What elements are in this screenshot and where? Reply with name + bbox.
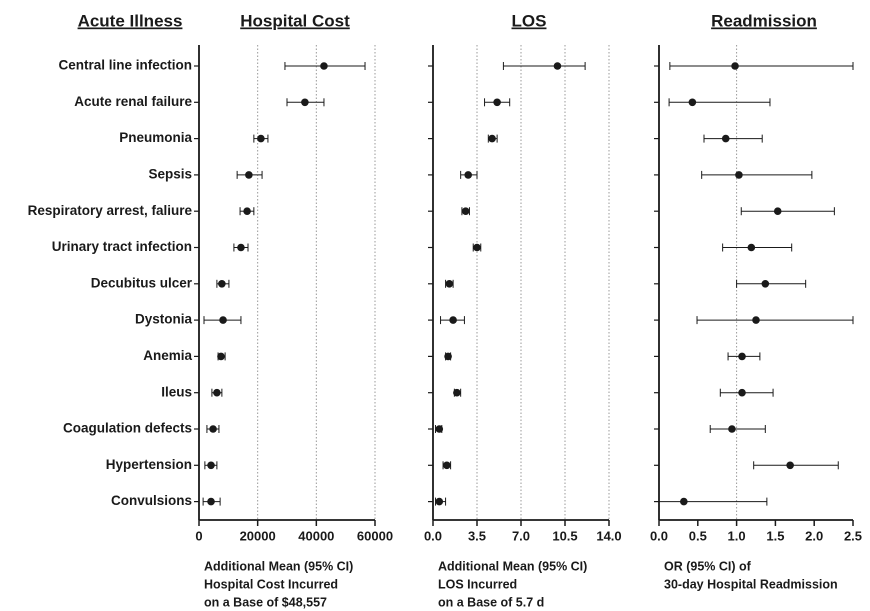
point-estimate (209, 425, 217, 433)
point-estimate (464, 171, 473, 179)
point-estimate (444, 352, 452, 361)
category-label: Decubitus ulcer (91, 275, 193, 290)
point-estimate (786, 461, 794, 470)
x-axis-caption: Additional Mean (95% CI) (204, 559, 353, 573)
point-estimate (207, 461, 215, 470)
point-estimate (731, 62, 739, 70)
point-estimate (257, 134, 265, 143)
point-estimate (219, 316, 227, 324)
point-estimate (449, 316, 457, 324)
point-estimate (553, 62, 562, 70)
point-estimate (738, 352, 746, 361)
row-header: Acute Illness (78, 11, 183, 30)
point-estimate (680, 497, 688, 506)
point-estimate (218, 280, 226, 288)
category-label: Ileus (161, 384, 192, 399)
category-label: Central line infection (58, 58, 192, 73)
x-tick-label: 3.5 (468, 528, 486, 543)
x-axis-caption: Hospital Cost Incurred (204, 577, 338, 591)
category-label: Urinary tract infection (52, 239, 192, 254)
point-estimate (435, 425, 444, 433)
x-axis-caption: LOS Incurred (438, 577, 517, 591)
panel-title: Readmission (711, 11, 817, 30)
point-estimate (445, 280, 454, 288)
category-label: Hypertension (106, 457, 192, 472)
point-estimate (461, 207, 470, 215)
point-estimate (728, 425, 736, 433)
point-estimate (721, 134, 730, 143)
x-axis-caption: Additional Mean (95% CI) (438, 559, 587, 573)
point-estimate (493, 98, 501, 107)
category-label: Anemia (143, 348, 192, 363)
x-tick-label: 14.0 (596, 528, 621, 543)
x-axis-caption: OR (95% CI) of (664, 559, 752, 573)
x-tick-label: 60000 (357, 528, 393, 543)
x-axis-caption: on a Base of $48,557 (204, 595, 327, 609)
category-label: Coagulation defects (63, 421, 192, 436)
panel-title: Hospital Cost (240, 11, 350, 30)
point-estimate (243, 207, 251, 215)
x-tick-label: 0.5 (689, 528, 707, 543)
point-estimate (213, 388, 221, 397)
category-label: Sepsis (148, 166, 192, 181)
point-estimate (761, 280, 770, 288)
x-tick-label: 0.0 (424, 528, 442, 543)
point-estimate (453, 388, 461, 397)
point-estimate (752, 316, 760, 324)
x-tick-label: 40000 (298, 528, 334, 543)
x-tick-label: 2.0 (805, 528, 823, 543)
point-estimate (245, 171, 253, 179)
panel-title: LOS (512, 11, 547, 30)
category-label: Respiratory arrest, faliure (28, 203, 193, 218)
x-tick-label: 2.5 (844, 528, 862, 543)
point-estimate (217, 352, 225, 361)
point-estimate (207, 497, 215, 506)
point-estimate (735, 171, 743, 179)
point-estimate (688, 98, 697, 107)
point-estimate (301, 98, 309, 107)
point-estimate (747, 243, 756, 252)
category-label: Convulsions (111, 493, 192, 508)
x-tick-label: 1.0 (728, 528, 746, 543)
point-estimate (773, 207, 782, 215)
point-estimate (443, 461, 451, 470)
x-axis-caption: 30-day Hospital Readmission (664, 577, 838, 591)
point-estimate (473, 243, 481, 252)
category-label: Pneumonia (119, 130, 192, 145)
x-tick-label: 10.5 (552, 528, 577, 543)
category-label: Dystonia (135, 312, 193, 327)
x-tick-label: 0 (195, 528, 202, 543)
x-axis-caption: on a Base of 5.7 d (438, 595, 544, 609)
point-estimate (435, 497, 444, 506)
point-estimate (738, 388, 746, 397)
x-tick-label: 7.0 (512, 528, 530, 543)
x-tick-label: 1.5 (766, 528, 784, 543)
point-estimate (237, 243, 245, 252)
category-label: Acute renal failure (74, 94, 192, 109)
point-estimate (320, 62, 328, 70)
x-tick-label: 20000 (240, 528, 276, 543)
point-estimate (488, 134, 496, 143)
x-tick-label: 0.0 (650, 528, 668, 543)
